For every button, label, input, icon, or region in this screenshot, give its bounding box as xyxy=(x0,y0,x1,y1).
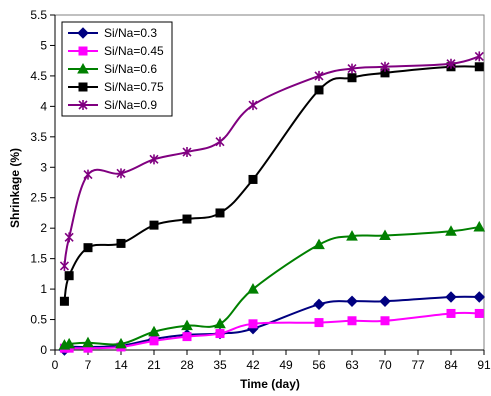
data-point xyxy=(248,319,258,329)
data-point xyxy=(347,73,357,83)
x-tick-label: 42 xyxy=(246,358,260,372)
data-point xyxy=(215,208,225,218)
data-point xyxy=(148,325,160,337)
y-tick-label: 2 xyxy=(40,221,47,235)
y-tick-label: 4 xyxy=(40,99,47,113)
data-point xyxy=(64,271,74,281)
legend-entry: Si/Na=0.3 xyxy=(68,26,157,40)
data-point xyxy=(182,332,192,342)
data-point xyxy=(473,291,485,303)
x-tick-label: 49 xyxy=(279,358,293,372)
legend-label: Si/Na=0.75 xyxy=(104,80,164,94)
data-point xyxy=(379,295,391,307)
y-tick-label: 4.5 xyxy=(30,69,47,83)
x-tick-label: 56 xyxy=(312,358,326,372)
data-point xyxy=(59,260,69,271)
legend-swatch-marker xyxy=(77,62,89,74)
y-tick-label: 5.5 xyxy=(30,8,47,22)
data-point xyxy=(473,220,486,232)
legend-swatch-marker xyxy=(78,46,88,56)
y-tick-label: 5 xyxy=(40,38,47,52)
data-point xyxy=(379,229,391,240)
x-tick-label: 28 xyxy=(180,358,194,372)
legend-entry: Si/Na=0.75 xyxy=(68,80,164,94)
data-point xyxy=(116,168,126,179)
legend-swatch-marker xyxy=(78,100,88,110)
data-point xyxy=(182,147,192,158)
data-point xyxy=(446,58,456,69)
data-point xyxy=(380,61,390,72)
legend-label: Si/Na=0.9 xyxy=(104,98,157,112)
data-point xyxy=(347,316,357,326)
data-point xyxy=(149,336,159,346)
data-point xyxy=(215,329,225,339)
data-point xyxy=(314,318,324,328)
x-tick-label: 7 xyxy=(85,358,92,372)
y-tick-label: 0.5 xyxy=(30,313,47,327)
data-point xyxy=(64,232,74,243)
data-point xyxy=(83,169,93,180)
x-tick-label: 84 xyxy=(444,358,458,372)
data-point xyxy=(182,214,192,224)
data-point xyxy=(247,283,259,294)
legend-label: Si/Na=0.45 xyxy=(104,44,164,58)
data-point xyxy=(181,319,193,331)
data-point xyxy=(314,70,324,81)
y-tick-label: 3 xyxy=(40,160,47,174)
series-group xyxy=(58,51,486,356)
data-point xyxy=(116,238,126,248)
legend-label: Si/Na=0.3 xyxy=(104,26,157,40)
data-point xyxy=(346,230,358,241)
data-point xyxy=(445,291,457,303)
data-point xyxy=(82,336,94,348)
x-tick-label: 14 xyxy=(114,358,128,372)
data-point xyxy=(248,100,258,111)
data-point xyxy=(115,337,127,349)
y-tick-label: 2.5 xyxy=(30,191,47,205)
data-point xyxy=(380,316,390,326)
y-tick-label: 0 xyxy=(40,343,47,357)
data-point xyxy=(149,154,159,165)
legend-entry: Si/Na=0.45 xyxy=(68,44,164,58)
legend-swatch-marker xyxy=(77,27,89,39)
legend-entry: Si/Na=0.6 xyxy=(68,62,157,76)
y-tick-label: 3.5 xyxy=(30,130,47,144)
x-tick-label: 21 xyxy=(147,358,161,372)
x-axis-title: Time (day) xyxy=(240,377,300,391)
data-point xyxy=(59,296,69,306)
legend-label: Si/Na=0.6 xyxy=(104,62,157,76)
data-point xyxy=(474,308,484,318)
legend-swatch-marker xyxy=(78,82,88,92)
data-point xyxy=(446,308,456,318)
y-tick-label: 1 xyxy=(40,282,47,296)
data-point xyxy=(313,298,325,311)
series-si-na-0-6 xyxy=(58,220,486,350)
x-tick-label: 91 xyxy=(477,358,491,372)
x-tick-label: 63 xyxy=(345,358,359,372)
x-tick-label: 77 xyxy=(411,358,425,372)
x-tick-label: 70 xyxy=(378,358,392,372)
data-point xyxy=(474,51,484,62)
x-tick-label: 35 xyxy=(213,358,227,372)
legend-entry: Si/Na=0.9 xyxy=(68,98,157,112)
data-point xyxy=(214,317,226,329)
data-point xyxy=(314,85,324,95)
data-point xyxy=(346,295,358,307)
data-point xyxy=(83,243,93,253)
y-tick-label: 1.5 xyxy=(30,252,47,266)
data-point xyxy=(215,136,225,147)
data-point xyxy=(347,63,357,74)
data-point xyxy=(474,62,484,72)
legend: Si/Na=0.3 Si/Na=0.45 Si/Na=0.6 Si/Na=0.75 Si… xyxy=(61,21,173,117)
data-point xyxy=(149,220,159,230)
data-point xyxy=(313,238,325,250)
x-tick-label: 0 xyxy=(52,358,59,372)
data-point xyxy=(248,174,258,184)
series-si-na-0-9 xyxy=(59,51,484,271)
data-point xyxy=(445,225,457,236)
y-axis-title: Shrinkage (%) xyxy=(8,148,22,228)
data-point xyxy=(63,337,75,349)
